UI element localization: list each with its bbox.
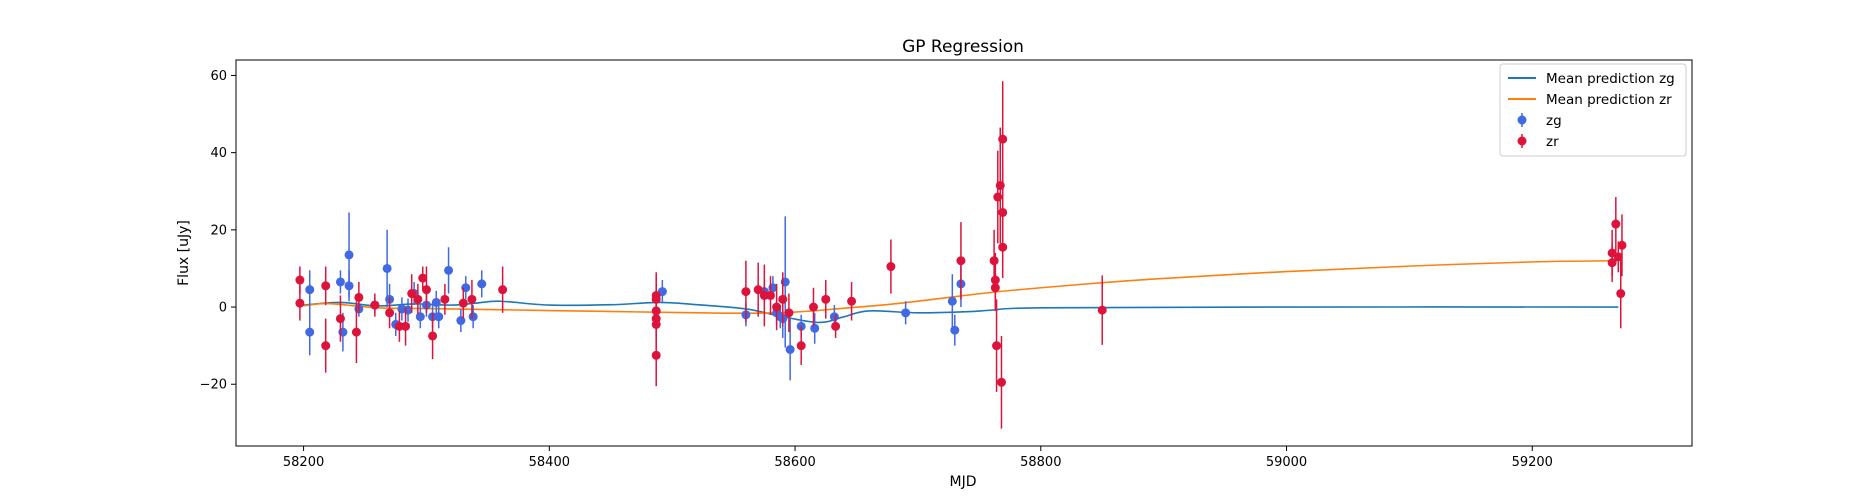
zr-data-point	[401, 307, 411, 346]
zg-data-point	[434, 305, 444, 329]
zr-data-point	[413, 283, 423, 315]
zg-data-point	[335, 270, 345, 294]
zr-data-point	[956, 222, 966, 300]
y-tick-label: −20	[200, 378, 227, 393]
zr-data-point	[886, 239, 896, 294]
plot-area	[295, 81, 1627, 429]
x-tick-label: 59200	[1512, 455, 1553, 470]
legend-swatch-zr	[1517, 134, 1527, 148]
zr-data-point	[295, 285, 305, 321]
zr-data-point	[354, 281, 364, 313]
zr-data-point	[992, 299, 1002, 392]
zg-data-point	[382, 229, 392, 308]
legend-label-mean-zg: Mean prediction zg	[1546, 71, 1675, 87]
zr-data-point	[808, 287, 818, 327]
zr-data-point	[428, 312, 438, 360]
zr-data-point	[370, 293, 380, 317]
zg-data-point	[305, 308, 315, 356]
mean-prediction-zr-line	[303, 259, 1619, 315]
chart-title: GP Regression	[902, 37, 1024, 57]
zr-data-point	[1617, 214, 1627, 277]
zr-data-point	[753, 262, 763, 317]
zg-data-point	[344, 270, 354, 302]
zr-data-point	[1097, 275, 1107, 345]
zr-data-point	[821, 280, 831, 319]
zr-data-point	[778, 272, 788, 327]
x-tick-label: 58800	[1020, 455, 1061, 470]
zr-data-point	[385, 297, 395, 329]
axes-frame	[235, 59, 1693, 447]
x-tick-label: 59000	[1266, 455, 1307, 470]
legend-swatch-zg	[1517, 113, 1527, 127]
zr-data-point	[651, 324, 661, 387]
mean-prediction-lines	[303, 259, 1619, 324]
y-tick-label: 20	[210, 223, 227, 238]
y-tick-label: 0	[219, 301, 227, 316]
zr-data-point	[335, 295, 345, 342]
zr-data-point	[440, 283, 450, 315]
zr-data-point	[467, 280, 477, 319]
x-tick-label: 58600	[774, 455, 815, 470]
legend-label-zg: zg	[1546, 113, 1562, 129]
zg-data-point	[468, 305, 478, 329]
zr-data-point	[741, 260, 751, 323]
zr-data-point	[990, 264, 1000, 311]
legend-label-zr: zr	[1546, 134, 1559, 150]
legend-label-mean-zr: Mean prediction zr	[1546, 92, 1672, 108]
x-tick-label: 58200	[283, 455, 324, 470]
zg-data-point	[901, 301, 911, 325]
x-tick-label: 58400	[529, 455, 570, 470]
zr-data-point	[772, 283, 782, 331]
zr-data-point	[765, 276, 775, 315]
x-axis-ticks: 58200 58400 58600 58800 59000 59200	[283, 446, 1553, 470]
zr-data-point	[1611, 197, 1621, 252]
zr-data-point	[418, 266, 428, 290]
x-axis-label: MJD	[950, 474, 977, 490]
legend: Mean prediction zg Mean prediction zr zg…	[1499, 63, 1687, 157]
zr-data-point	[421, 266, 431, 313]
zr-data-point	[498, 266, 508, 313]
zr-data-point	[784, 293, 794, 333]
zr-data-point	[796, 326, 806, 365]
zg-data-point	[477, 270, 487, 298]
zr-data-point	[847, 281, 857, 321]
zr-data-point	[321, 266, 331, 306]
zg-data-point	[950, 314, 960, 346]
zg-data-point	[810, 312, 820, 344]
y-tick-label: 60	[210, 69, 227, 84]
zg-data-point	[305, 270, 315, 309]
zr-data-point	[998, 216, 1008, 279]
y-tick-label: 40	[210, 146, 227, 161]
y-axis-label: Flux [uJy]	[176, 220, 192, 286]
zr-data-point	[407, 274, 417, 313]
zr-data-point	[351, 301, 361, 364]
zr-data-point	[458, 287, 468, 319]
legend-box	[1499, 63, 1687, 157]
zg-data-point	[785, 318, 795, 381]
zr-data-point	[1616, 258, 1626, 329]
y-axis-ticks: −20 0 20 40 60	[200, 69, 236, 393]
observation-points	[295, 81, 1627, 429]
zg-data-point	[444, 247, 454, 294]
zr-data-point	[831, 314, 841, 338]
zr-data-point	[1607, 243, 1617, 282]
zg-data-point	[431, 290, 441, 314]
zg-data-point	[947, 274, 957, 329]
zr-data-point	[321, 318, 331, 373]
zr-data-point	[996, 335, 1006, 429]
